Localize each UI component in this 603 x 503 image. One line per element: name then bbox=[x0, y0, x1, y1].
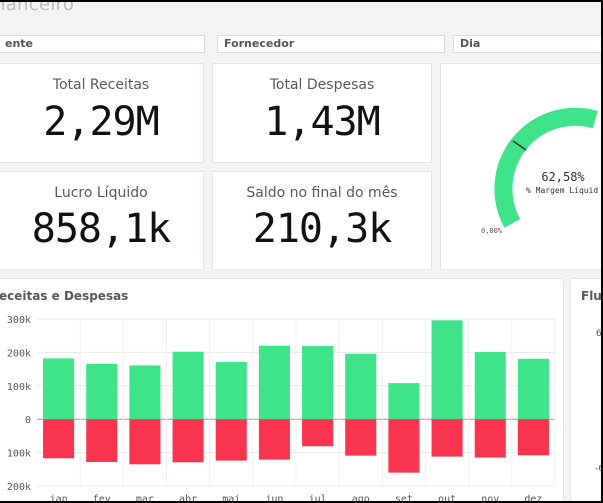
gauge-svg: 62,58% % Margem Líquid 0,00% bbox=[481, 107, 598, 235]
receitas-bar bbox=[172, 351, 204, 420]
page-title: nanceiro bbox=[0, 0, 75, 15]
gauge-min-label: 0,00% bbox=[481, 227, 503, 235]
x-tick-label: jul bbox=[309, 494, 327, 503]
kpi-value: 2,29M bbox=[43, 99, 159, 145]
x-tick-label: nov bbox=[481, 494, 499, 503]
receitas-bar bbox=[43, 358, 75, 420]
despesas-bar bbox=[388, 419, 420, 473]
receitas-bar bbox=[215, 362, 247, 420]
bar-chart: 300k 200k 100k 0 100k 200k jan fev mar abr mai jun j… bbox=[7, 315, 556, 503]
filter-cliente[interactable]: ente bbox=[0, 35, 205, 53]
despesas-bar bbox=[474, 419, 506, 458]
gauge-card[interactable]: 62,58% % Margem Líquid 0,00% bbox=[440, 63, 601, 270]
despesas-bar bbox=[43, 419, 75, 459]
filter-fornecedor[interactable]: Fornecedor bbox=[217, 35, 445, 53]
x-tick-label: out bbox=[438, 494, 456, 503]
gauge-value: 62,58% bbox=[541, 170, 585, 184]
receitas-bar bbox=[517, 358, 549, 420]
x-tick-label: ago bbox=[352, 494, 370, 503]
flux-card[interactable]: Flux 6 -6 bbox=[570, 278, 602, 501]
x-tick-label: dez bbox=[524, 494, 542, 503]
receitas-bar bbox=[258, 345, 290, 420]
y-tick-label: 100k bbox=[7, 449, 31, 460]
receitas-bar bbox=[345, 353, 377, 420]
receitas-bar bbox=[474, 352, 506, 420]
receitas-bar bbox=[431, 320, 463, 420]
kpi-value: 210,3k bbox=[252, 206, 393, 252]
x-tick-label: fev bbox=[93, 494, 111, 503]
receitas-bar bbox=[86, 363, 118, 420]
x-tick-label: jun bbox=[265, 494, 283, 503]
x-tick-label: mar bbox=[136, 494, 154, 503]
gauge-target-marker bbox=[512, 140, 527, 151]
y-tick-label: 300k bbox=[7, 315, 31, 326]
y-tick-label: 200k bbox=[7, 482, 31, 493]
despesas-bar bbox=[345, 419, 377, 456]
receitas-bar bbox=[388, 383, 420, 420]
kpi-value: 1,43M bbox=[264, 99, 380, 145]
x-tick-label: set bbox=[395, 494, 413, 503]
kpi-label: Total Receitas bbox=[52, 77, 150, 93]
despesas-bar bbox=[215, 419, 247, 461]
x-tick-label: jan bbox=[50, 494, 68, 503]
kpi-saldo-final[interactable]: Saldo no final do mês 210,3k bbox=[212, 171, 432, 270]
y-tick-label: 0 bbox=[25, 415, 31, 426]
kpi-total-receitas[interactable]: Total Receitas 2,29M bbox=[0, 63, 204, 163]
filter-dia[interactable]: Dia bbox=[453, 35, 601, 53]
despesas-bar bbox=[258, 419, 290, 460]
chart-title: eceitas e Despesas bbox=[0, 289, 129, 303]
despesas-bar bbox=[517, 419, 549, 456]
despesas-bar bbox=[431, 419, 463, 457]
kpi-total-despesas[interactable]: Total Despesas 1,43M bbox=[212, 63, 432, 163]
receitas-bar bbox=[129, 365, 161, 420]
gauge-arc bbox=[494, 107, 598, 228]
y-tick-label: 100k bbox=[7, 382, 31, 393]
flux-title: Flux bbox=[581, 289, 602, 303]
x-tick-label: abr bbox=[179, 494, 197, 503]
kpi-label: Saldo no final do mês bbox=[246, 185, 398, 201]
receitas-bar bbox=[302, 346, 334, 420]
despesas-bar bbox=[302, 419, 334, 447]
flux-tick: -6 bbox=[595, 464, 601, 474]
despesas-bar bbox=[129, 419, 161, 465]
x-tick-label: mai bbox=[222, 494, 240, 503]
despesas-bar bbox=[86, 419, 118, 462]
kpi-label: Lucro Líquido bbox=[54, 185, 148, 201]
kpi-label: Total Despesas bbox=[269, 77, 375, 93]
y-tick-label: 200k bbox=[7, 348, 31, 359]
receitas-despesas-card[interactable]: eceitas e Despesas 300k 200k 100k 0 100k 200k… bbox=[0, 278, 564, 503]
kpi-value: 858,1k bbox=[31, 206, 172, 252]
gauge-label: % Margem Líquid bbox=[526, 186, 598, 195]
despesas-bar bbox=[172, 419, 204, 463]
kpi-lucro-liquido[interactable]: Lucro Líquido 858,1k bbox=[0, 171, 204, 270]
flux-tick: 6 bbox=[596, 329, 602, 339]
